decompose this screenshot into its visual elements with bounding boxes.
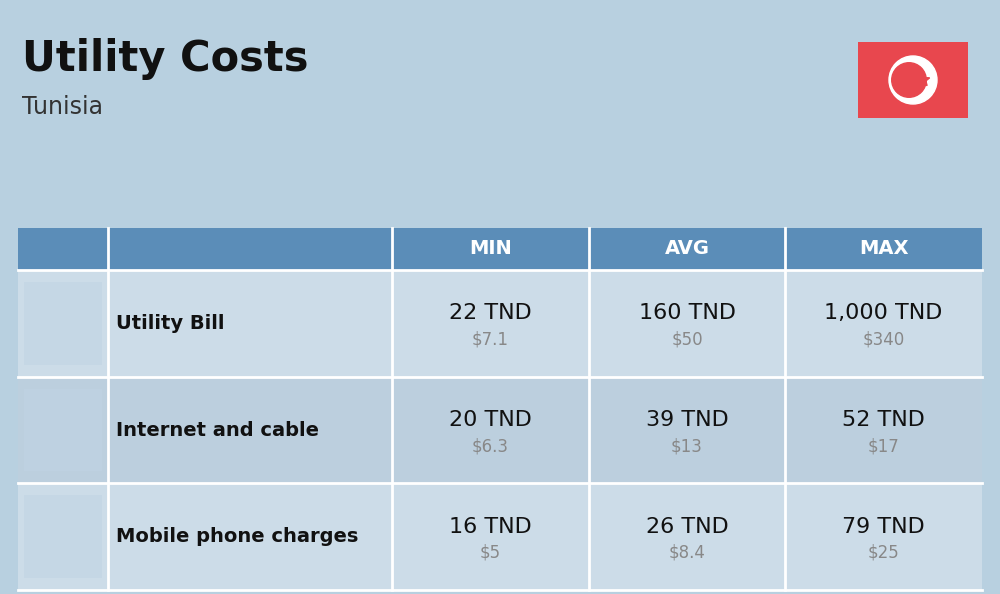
Bar — [785, 377, 982, 484]
Bar — [589, 377, 785, 484]
Text: $340: $340 — [863, 330, 905, 348]
Bar — [392, 270, 589, 377]
Text: $25: $25 — [868, 544, 900, 562]
Bar — [392, 484, 589, 590]
Bar — [18, 270, 108, 377]
Bar — [18, 484, 108, 590]
Bar — [785, 484, 982, 590]
Text: Utility Costs: Utility Costs — [22, 38, 308, 80]
Text: 79 TND: 79 TND — [842, 517, 925, 536]
Bar — [24, 495, 102, 578]
Bar — [108, 270, 392, 377]
Text: 160 TND: 160 TND — [639, 304, 736, 323]
Bar — [589, 228, 785, 270]
Text: 52 TND: 52 TND — [842, 410, 925, 430]
Text: 20 TND: 20 TND — [449, 410, 532, 430]
Text: $5: $5 — [480, 544, 501, 562]
Text: 1,000 TND: 1,000 TND — [824, 304, 943, 323]
Text: 39 TND: 39 TND — [646, 410, 728, 430]
Bar — [24, 282, 102, 365]
Text: $17: $17 — [868, 437, 900, 455]
Text: $8.4: $8.4 — [669, 544, 705, 562]
Text: MAX: MAX — [859, 239, 908, 258]
Text: AVG: AVG — [665, 239, 710, 258]
Text: Tunisia: Tunisia — [22, 95, 103, 119]
Bar — [108, 377, 392, 484]
Text: Utility Bill: Utility Bill — [116, 314, 224, 333]
Text: 16 TND: 16 TND — [449, 517, 532, 536]
Text: MIN: MIN — [469, 239, 512, 258]
Bar — [589, 270, 785, 377]
Bar — [785, 270, 982, 377]
Bar — [24, 388, 102, 471]
Bar — [589, 484, 785, 590]
Text: $50: $50 — [671, 330, 703, 348]
Text: 22 TND: 22 TND — [449, 304, 532, 323]
Text: $7.1: $7.1 — [472, 330, 509, 348]
Polygon shape — [916, 73, 930, 86]
Text: Internet and cable: Internet and cable — [116, 421, 319, 440]
Text: $13: $13 — [671, 437, 703, 455]
Bar — [18, 377, 108, 484]
Text: $6.3: $6.3 — [472, 437, 509, 455]
Bar — [858, 42, 968, 118]
Circle shape — [889, 56, 937, 104]
Text: 26 TND: 26 TND — [646, 517, 728, 536]
Bar — [392, 377, 589, 484]
Bar — [108, 484, 392, 590]
Circle shape — [892, 63, 926, 97]
Text: Mobile phone charges: Mobile phone charges — [116, 527, 358, 546]
Bar — [785, 228, 982, 270]
Bar — [108, 228, 392, 270]
Bar — [18, 228, 108, 270]
Bar — [392, 228, 589, 270]
